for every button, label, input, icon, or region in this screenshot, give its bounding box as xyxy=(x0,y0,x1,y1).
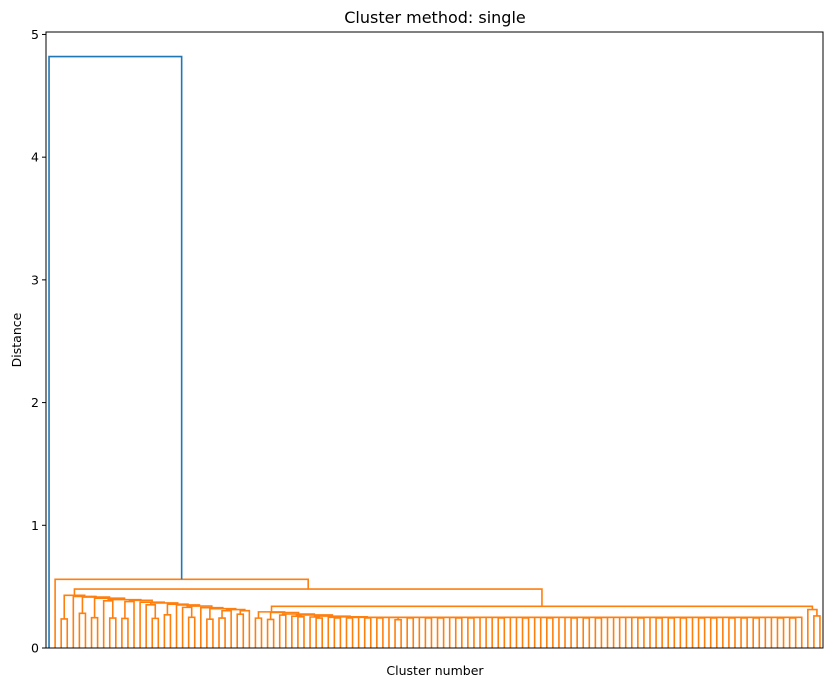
dendrogram-link xyxy=(291,615,302,648)
dendrogram-link xyxy=(163,614,172,648)
dendrogram-link xyxy=(467,617,475,648)
dendrogram-link xyxy=(73,588,543,607)
y-tick-label: 1 xyxy=(31,518,39,533)
dendrogram-link xyxy=(509,616,526,648)
dendrogram-link xyxy=(187,616,196,648)
dendrogram-link xyxy=(712,616,724,648)
dendrogram-link xyxy=(72,595,97,648)
dendrogram-link xyxy=(418,616,442,648)
dendrogram-link xyxy=(709,617,718,648)
dendrogram-link xyxy=(363,617,372,648)
dendrogram-link xyxy=(655,617,663,648)
dendrogram-link xyxy=(151,617,160,648)
dendrogram-link xyxy=(54,578,309,648)
dendrogram-link xyxy=(740,617,748,648)
dendrogram-link xyxy=(181,606,193,648)
dendrogram-link xyxy=(582,617,591,648)
dendrogram-link xyxy=(266,618,275,648)
dendrogram-link xyxy=(315,617,323,648)
dendrogram-link xyxy=(90,616,99,648)
dendrogram-link xyxy=(394,618,402,648)
dendrogram-link xyxy=(218,617,226,648)
dendrogram-link xyxy=(281,613,316,616)
dendrogram-link xyxy=(776,617,785,648)
dendrogram-link xyxy=(752,617,761,648)
dendrogram-link xyxy=(813,615,821,648)
chart-title: Cluster method: single xyxy=(344,8,526,27)
dendrogram-link xyxy=(297,615,305,648)
dendrogram-link xyxy=(728,617,736,648)
y-axis: 0 1 2 3 4 5 xyxy=(31,27,46,656)
dendrogram-link xyxy=(539,616,551,648)
dendrogram-link xyxy=(521,617,530,648)
dendrogram-link xyxy=(682,616,694,648)
y-tick-label: 0 xyxy=(31,641,39,656)
dendrogram-link xyxy=(348,616,360,648)
dendrogram-link xyxy=(679,617,688,648)
dendrogram-link xyxy=(81,596,111,614)
dendrogram-link xyxy=(454,617,463,648)
dendrogram-link xyxy=(270,605,814,612)
dendrogram-link xyxy=(124,600,135,648)
plot-frame xyxy=(45,31,824,649)
dendrogram-link xyxy=(558,616,576,648)
dendrogram-link xyxy=(376,617,384,648)
y-tick-label: 5 xyxy=(31,27,39,42)
dendrogram-link xyxy=(697,617,706,648)
dendrogram-link xyxy=(807,608,818,648)
dendrogram-links xyxy=(48,55,821,648)
dendrogram-link xyxy=(345,617,354,648)
dendrogram-link xyxy=(60,618,69,648)
dendrogram-link xyxy=(388,616,399,648)
dendrogram-link xyxy=(239,609,251,648)
dendrogram-link xyxy=(108,617,117,648)
y-tick-label: 2 xyxy=(31,395,39,410)
dendrogram-link xyxy=(597,616,609,648)
dendrogram-link xyxy=(121,617,129,648)
dendrogram-link xyxy=(624,616,644,648)
dendrogram-link xyxy=(145,603,157,648)
dendrogram-link xyxy=(78,612,87,648)
dendrogram-link xyxy=(667,617,676,648)
y-axis-label: Distance xyxy=(9,312,24,367)
dendrogram-link xyxy=(594,617,603,648)
dendrogram-link xyxy=(309,616,320,648)
dendrogram-link xyxy=(236,613,245,648)
plot-area xyxy=(48,55,821,648)
dendrogram-link xyxy=(436,617,445,648)
dendrogram-link xyxy=(448,616,460,648)
dendrogram-link xyxy=(770,616,782,648)
y-tick-label: 4 xyxy=(31,150,39,165)
x-axis-label: Cluster number xyxy=(386,663,484,678)
dendrogram-link xyxy=(102,600,114,648)
dendrogram-link xyxy=(491,616,510,648)
dendrogram-link xyxy=(570,617,578,648)
dendrogram-link xyxy=(637,617,645,648)
dendrogram-link xyxy=(470,616,481,648)
dendrogram-link xyxy=(206,618,214,648)
y-tick-label: 3 xyxy=(31,272,39,287)
dendrogram-link xyxy=(48,55,183,648)
dendrogram-link xyxy=(424,617,433,648)
dendrogram-link xyxy=(327,616,339,648)
dendrogram-link xyxy=(333,617,342,648)
dendrogram-link xyxy=(199,606,224,648)
dendrogram-link xyxy=(791,616,803,648)
dendrogram-link xyxy=(254,617,263,648)
dendrogram-link xyxy=(546,617,554,648)
dendrogram-link xyxy=(788,617,797,648)
dendrogram-link xyxy=(278,614,287,648)
dendrogram-link xyxy=(63,594,86,619)
dendrogram-link xyxy=(406,617,415,648)
dendrogram-link xyxy=(313,615,351,617)
dendrogram-link xyxy=(755,616,767,648)
dendrogram-link xyxy=(515,616,536,648)
dendrogram-link xyxy=(497,617,506,648)
dendrogram-link xyxy=(295,614,334,617)
dendrogram-link xyxy=(166,603,189,615)
dendrogram-link xyxy=(221,609,232,648)
dendrogram-link xyxy=(649,616,660,648)
